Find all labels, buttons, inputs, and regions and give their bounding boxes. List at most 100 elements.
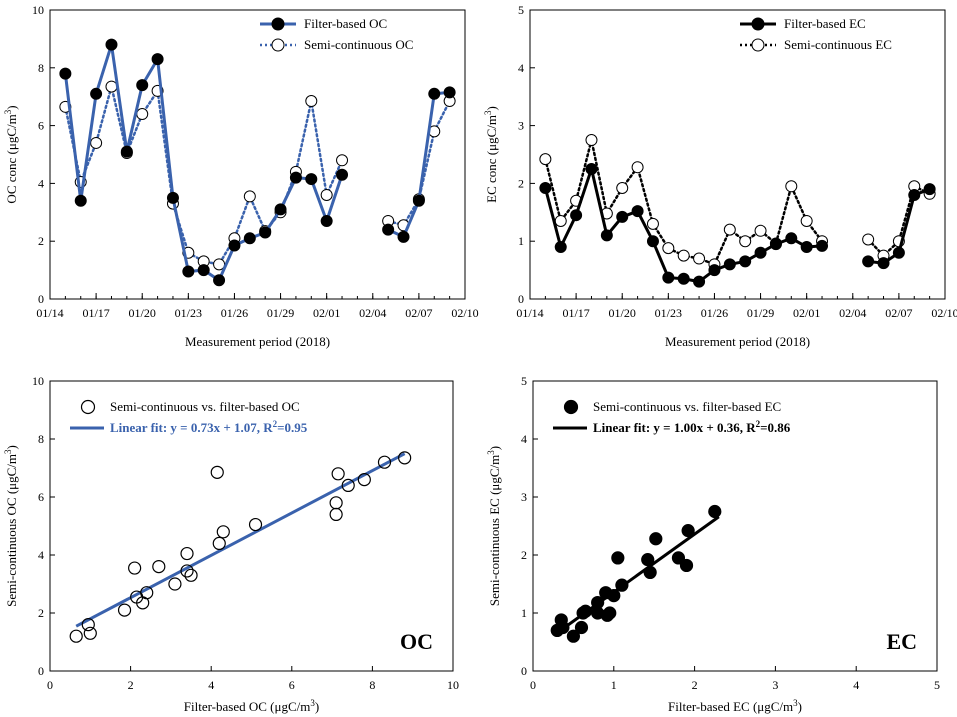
y-tick-label: 3 [521, 490, 527, 504]
x-tick-label: 01/17 [82, 306, 109, 320]
oc-timeseries-panel: 0 2 4 6 8 10 OC conc (μgC/m3) 01/14 01/17 01/20 01… [3, 3, 479, 349]
scatter-oc-frame [49, 380, 454, 672]
y-tick-label: 10 [32, 3, 44, 17]
y-tick-label: 0 [38, 664, 44, 678]
x-tick-label: 2 [128, 678, 134, 692]
x-tick-label: 02/01 [313, 306, 340, 320]
y-tick-label: 6 [38, 490, 44, 504]
x-tick-label: 1 [611, 678, 617, 692]
x-tick-label: 01/29 [267, 306, 294, 320]
scatter-point [641, 553, 655, 567]
y-tick-label: 10 [32, 374, 44, 388]
legend-label: Semi-continuous EC [784, 37, 892, 52]
filter-based-point [554, 240, 567, 253]
filter-based-point [120, 145, 133, 158]
filter-based-point [800, 240, 813, 253]
legend-label: Filter-based EC [784, 16, 866, 31]
x-tick-label: 6 [289, 678, 295, 692]
legend-marker [271, 38, 285, 52]
filter-based-point [600, 229, 613, 242]
y-tick-label: 5 [521, 374, 527, 388]
semi-continuous-point [539, 153, 552, 166]
filter-based-line [387, 90, 450, 239]
semi-continuous-point [631, 161, 644, 174]
semi-continuous-point [739, 235, 752, 248]
scatter-point [556, 620, 570, 635]
x-tick-label: 2 [692, 678, 698, 692]
y-tick-label: 0 [521, 664, 527, 678]
filter-based-point [74, 194, 87, 207]
filter-based-point [151, 53, 164, 66]
scatter-point [140, 586, 154, 600]
semi-continuous-point [677, 249, 690, 262]
x-tick-label: 02/07 [405, 306, 432, 320]
scatter-point [184, 568, 198, 582]
filter-based-point [723, 258, 736, 271]
scatter-point [607, 588, 621, 603]
scatter-point [152, 559, 166, 574]
y-tick-label: 0 [38, 292, 44, 306]
scatter-point [81, 617, 95, 632]
filter-based-point [59, 67, 72, 80]
x-tick-label: 0 [47, 678, 53, 692]
legend-marker [751, 17, 765, 31]
x-tick-label: 01/20 [129, 306, 156, 320]
legend-marker [80, 399, 96, 415]
semi-continuous-point [336, 154, 349, 167]
ts-ec-frame [529, 9, 946, 300]
filter-based-point [539, 182, 552, 195]
filter-based-point [336, 168, 349, 181]
scatter-point [611, 551, 625, 565]
y-axis-label: EC conc (μgC/m3) [483, 106, 499, 203]
scatter-point [649, 532, 663, 546]
scatter-point [69, 629, 83, 643]
x-tick-label: 02/07 [885, 306, 912, 320]
semi-continuous-point [105, 80, 118, 93]
filter-based-point [892, 246, 905, 259]
ec-scatter-panel: 0 1 2 3 4 5 Semi-continuous EC (μgC/m3) 0 1 2 3 4 5 F… [486, 374, 940, 714]
filter-based-point [243, 232, 256, 245]
x-tick-label: 01/14 [36, 306, 63, 320]
filter-based-point [923, 183, 936, 196]
scatter-point [180, 564, 194, 578]
filter-based-point [90, 87, 103, 100]
panel-label: EC [886, 629, 917, 654]
x-tick-label: 5 [934, 678, 940, 692]
scatter-point [212, 536, 226, 551]
filter-based-point [274, 203, 287, 216]
semi-continuous-point [243, 190, 256, 203]
fit-line [75, 452, 406, 628]
y-tick-label: 6 [38, 119, 44, 133]
filter-based-point [662, 271, 675, 284]
y-tick-label: 1 [518, 234, 524, 248]
scatter-point [329, 507, 343, 522]
scatter-point [357, 473, 371, 487]
filter-based-line [63, 44, 344, 283]
filter-based-point [182, 265, 195, 278]
x-tick-label: 02/04 [839, 306, 866, 320]
filter-based-point [816, 239, 829, 252]
filter-based-point [213, 274, 226, 287]
x-tick-label: 01/20 [609, 306, 636, 320]
filter-based-point [136, 79, 149, 92]
scatter-point [615, 578, 629, 592]
legend-label: Filter-based OC [304, 16, 387, 31]
semi-continuous-point [862, 233, 875, 246]
filter-based-point [259, 226, 272, 239]
semi-continuous-point [800, 214, 813, 227]
x-tick-label: 02/04 [359, 306, 386, 320]
semi-continuous-point [723, 223, 736, 236]
filter-based-point [585, 162, 598, 175]
semi-continuous-point [320, 188, 333, 201]
filter-based-point [570, 209, 583, 222]
legend-marker [751, 38, 765, 52]
y-tick-label: 2 [518, 176, 524, 190]
y-tick-label: 8 [38, 61, 44, 75]
filter-based-point [105, 38, 118, 51]
semi-continuous-point [136, 108, 149, 121]
fit-label: Linear fit: y = 0.73x + 1.07, R2=0.95 [110, 419, 308, 435]
y-tick-label: 4 [521, 432, 527, 446]
semi-continuous-point [616, 182, 629, 195]
filter-based-point [166, 191, 179, 204]
